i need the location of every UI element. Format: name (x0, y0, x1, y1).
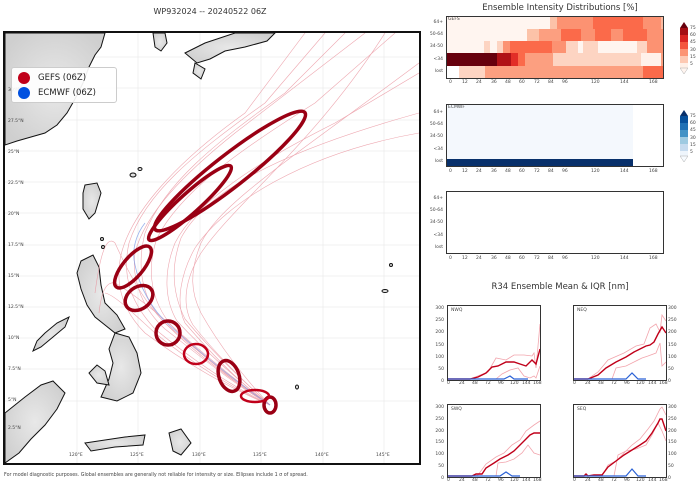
lat-label: 7.5°N (8, 367, 21, 372)
intensity-title: Ensemble Intensity Distributions [%] (482, 3, 638, 13)
r34-title: R34 Ensemble Mean & IQR [nm] (491, 282, 629, 292)
lon-label: 125°E (130, 453, 144, 458)
r34-y-ticks: 300 250 200 150 100 50 0 (668, 405, 677, 481)
lat-label: 20°N (8, 212, 20, 217)
colorbar-red (679, 22, 689, 75)
r34-neq-plot (574, 313, 667, 380)
lat-label: 2.5°N (8, 426, 21, 431)
panel-label: SEQ (577, 407, 587, 412)
heatmap-cells (447, 105, 633, 159)
r34-seq-panel: SEQ (573, 404, 667, 478)
lat-label: 10°N (8, 336, 20, 341)
panel-label: NEQ (577, 308, 587, 313)
colorbar-ticks: 75 60 45 30 15 5 (690, 26, 696, 68)
panel-label: GEFS (448, 17, 460, 22)
map-legend: GEFS (06Z) ECMWF (06Z) (11, 67, 117, 103)
colorbar-ticks: 75 60 45 30 15 5 (690, 114, 696, 156)
heatmap-lost-row (447, 159, 633, 166)
heatmap-y-labels: 64+ 50-64 34-50 <34 lost (429, 110, 443, 164)
gridlines (5, 33, 419, 463)
heatmap-x-labels: 0 12 24 36 48 60 72 84 96 120 144 168 (449, 169, 658, 174)
r34-seq-plot (574, 406, 667, 477)
r34-x-ticks: 0 24 48 72 96 120 144 168 (447, 381, 542, 386)
legend-item-gefs: GEFS (06Z) (18, 72, 86, 84)
r34-y-ticks: 300 250 200 150 100 50 0 (435, 405, 444, 481)
r34-swq-panel: SWQ (447, 404, 541, 478)
legend-label: GEFS (06Z) (38, 73, 87, 83)
panel-label: ECMWF (448, 105, 465, 110)
r34-nwq-plot (448, 323, 541, 380)
lat-label: 12.5°N (8, 305, 24, 310)
panel-label: NWQ (451, 308, 463, 313)
lat-label: 22.5°N (8, 181, 24, 186)
gefs-ellipses (112, 109, 308, 415)
gefs-colorbar (679, 22, 689, 75)
lon-label: 135°E (253, 453, 267, 458)
gefs-intensity-heatmap: GEFS (446, 16, 664, 79)
lat-label: 5°N (8, 398, 17, 403)
lon-label: 130°E (192, 453, 206, 458)
heatmap-x-labels: 0 12 24 36 48 60 72 84 96 120 144 168 (449, 256, 658, 261)
heatmap-x-labels: 0 12 24 36 48 60 72 84 96 120 144 168 (449, 80, 658, 85)
gefs-member-tracks (94, 33, 419, 406)
empty-intensity-heatmap (446, 191, 664, 254)
footer-disclaimer: For model diagnostic purposes. Global en… (4, 473, 308, 478)
legend-item-ecmwf: ECMWF (06Z) (18, 87, 96, 99)
lat-label: 15°N (8, 274, 20, 279)
r34-swq-plot (448, 420, 541, 477)
ecmwf-dot-icon (18, 87, 30, 99)
gefs-dot-icon (18, 72, 30, 84)
lat-label: 17.5°N (8, 243, 24, 248)
heatmap-y-labels: 64+ 50-64 34-50 <34 lost (429, 20, 443, 74)
r34-neq-panel: NEQ (573, 305, 667, 381)
ecmwf-intensity-heatmap: ECMWF (446, 104, 664, 167)
legend-label: ECMWF (06Z) (38, 88, 96, 98)
track-map: 30°N 30°N 27.5°N 25°N 22.5°N 20°N 17.5°N… (3, 31, 421, 465)
r34-x-ticks: 0 24 48 72 96 120 144 168 (573, 478, 668, 483)
r34-y-ticks: 300 250 200 150 100 50 0 (435, 306, 444, 385)
ecmwf-track (133, 222, 271, 406)
ecmwf-colorbar (679, 110, 689, 163)
page-title: WP932024 -- 20240522 06Z (153, 7, 267, 16)
heatmap-y-labels: 64+ 50-64 34-50 <34 lost (429, 196, 443, 250)
colorbar-blue (679, 110, 689, 163)
r34-x-ticks: 0 24 48 72 96 120 144 168 (447, 478, 542, 483)
lon-label: 120°E (69, 453, 83, 458)
lon-label: 140°E (315, 453, 329, 458)
lat-label: 25°N (8, 150, 20, 155)
r34-nwq-panel: NWQ (447, 305, 541, 381)
lat-label: 27.5°N (8, 119, 24, 124)
lon-label: 145°E (376, 453, 390, 458)
r34-y-ticks: 300 250 200 150 100 50 0 (668, 306, 677, 385)
panel-label: SWQ (451, 407, 462, 412)
gefs-heatmap-cells (447, 17, 663, 78)
r34-x-ticks: 0 24 48 72 96 120 144 168 (573, 381, 668, 386)
